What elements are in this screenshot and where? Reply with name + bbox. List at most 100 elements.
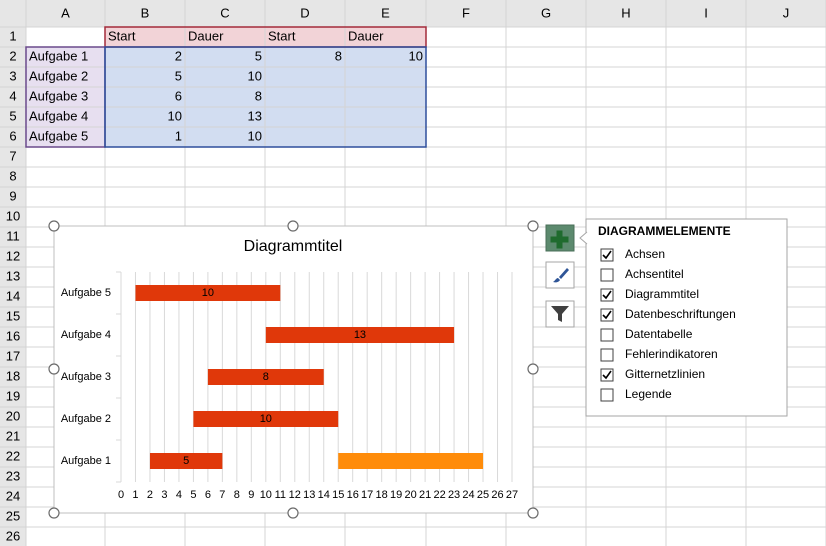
data-label: 10 <box>260 413 272 425</box>
cell-number[interactable]: 6 <box>175 88 182 103</box>
cell-number[interactable]: 5 <box>255 48 262 63</box>
bar[interactable] <box>207 369 324 385</box>
row-header: 19 <box>6 388 20 403</box>
row-header: 9 <box>9 188 16 203</box>
row-header: 14 <box>6 288 20 303</box>
x-tick-label: 14 <box>318 489 330 501</box>
cell-number[interactable]: 10 <box>168 108 182 123</box>
brush-icon <box>553 268 569 283</box>
column-header: J <box>783 5 790 20</box>
cell-highlight <box>26 127 105 147</box>
row-header: 16 <box>6 328 20 343</box>
panel-item-label[interactable]: Datentabelle <box>625 327 693 341</box>
cell-number[interactable]: 10 <box>248 128 262 143</box>
panel-item-label[interactable]: Achsen <box>625 247 665 261</box>
cell-text[interactable]: Dauer <box>188 28 224 43</box>
bar[interactable] <box>149 453 223 469</box>
panel-title: DIAGRAMMELEMENTE <box>598 224 731 238</box>
x-tick-label: 7 <box>219 489 225 501</box>
x-tick-label: 27 <box>506 489 518 501</box>
category-label: Aufgabe 3 <box>61 371 111 383</box>
x-tick-label: 11 <box>275 489 286 501</box>
row-header: 26 <box>6 528 20 543</box>
cell-number[interactable]: 13 <box>248 108 262 123</box>
checkbox[interactable] <box>600 368 614 382</box>
checkbox[interactable] <box>600 268 614 282</box>
bar[interactable] <box>135 285 281 301</box>
cell-number[interactable]: 5 <box>175 68 182 83</box>
row-header: 20 <box>6 408 20 423</box>
cell-text[interactable]: Aufgabe 5 <box>29 128 88 143</box>
row-header: 22 <box>6 448 20 463</box>
resize-handle[interactable] <box>527 507 539 519</box>
resize-handle[interactable] <box>48 363 60 375</box>
panel-item-label[interactable]: Fehlerindikatoren <box>625 347 718 361</box>
column-header: C <box>220 5 229 20</box>
checkbox[interactable] <box>600 388 614 402</box>
cell-number[interactable]: 2 <box>175 48 182 63</box>
cell-number[interactable]: 10 <box>409 48 423 63</box>
column-header: D <box>300 5 309 20</box>
column-header: F <box>462 5 470 20</box>
cell-text[interactable]: Aufgabe 4 <box>29 108 88 123</box>
cell-text[interactable]: Start <box>268 28 296 43</box>
x-tick-label: 6 <box>205 489 211 501</box>
x-tick-label: 26 <box>491 489 503 501</box>
resize-handle[interactable] <box>48 507 60 519</box>
cell-highlight <box>26 87 105 107</box>
cell-number[interactable]: 8 <box>255 88 262 103</box>
panel-pointer <box>579 231 588 245</box>
x-tick-label: 19 <box>390 489 402 501</box>
cell-highlight <box>265 67 345 87</box>
cell-text[interactable]: Dauer <box>348 28 384 43</box>
x-tick-label: 21 <box>419 489 431 501</box>
checkbox[interactable] <box>600 308 614 322</box>
bar[interactable] <box>265 327 455 343</box>
panel-item-label[interactable]: Datenbeschriftungen <box>625 307 736 321</box>
category-label: Aufgabe 1 <box>61 455 111 467</box>
cell-highlight <box>105 27 185 47</box>
row-header: 24 <box>6 488 20 503</box>
cell-highlight <box>185 67 265 87</box>
checkbox[interactable] <box>600 288 614 302</box>
checkbox[interactable] <box>600 248 614 262</box>
x-tick-label: 9 <box>248 489 254 501</box>
cell-text[interactable]: Aufgabe 2 <box>29 68 88 83</box>
x-tick-label: 5 <box>190 489 196 501</box>
checkbox[interactable] <box>600 348 614 362</box>
cell-highlight <box>265 127 345 147</box>
cell-text[interactable]: Aufgabe 3 <box>29 88 88 103</box>
panel-item-label[interactable]: Diagrammtitel <box>625 287 699 301</box>
panel-item-label[interactable]: Achsentitel <box>625 267 684 281</box>
column-header-bar <box>0 0 826 27</box>
bar[interactable] <box>338 453 484 469</box>
panel-item-label[interactable]: Legende <box>625 387 672 401</box>
resize-handle[interactable] <box>527 220 539 232</box>
data-label: 13 <box>354 329 366 341</box>
data-label: 5 <box>183 455 189 467</box>
resize-handle[interactable] <box>287 220 299 232</box>
checkbox[interactable] <box>600 328 614 342</box>
x-tick-label: 17 <box>361 489 373 501</box>
chart-styles-button[interactable] <box>545 261 575 289</box>
cell-text[interactable]: Start <box>108 28 136 43</box>
data-label: 10 <box>202 287 214 299</box>
x-tick-label: 20 <box>405 489 417 501</box>
resize-handle[interactable] <box>48 220 60 232</box>
cell-number[interactable]: 1 <box>175 128 182 143</box>
resize-handle[interactable] <box>527 363 539 375</box>
checkmark <box>602 290 612 300</box>
row-header: 11 <box>6 228 20 243</box>
bar[interactable] <box>193 411 339 427</box>
cell-number[interactable]: 10 <box>248 68 262 83</box>
x-tick-label: 25 <box>477 489 489 501</box>
x-tick-label: 12 <box>289 489 301 501</box>
cell-highlight <box>105 67 185 87</box>
panel-item-label[interactable]: Gitternetzlinien <box>625 367 705 381</box>
x-tick-label: 4 <box>176 489 182 501</box>
resize-handle[interactable] <box>287 507 299 519</box>
cell-number[interactable]: 8 <box>335 48 342 63</box>
cell-text[interactable]: Aufgabe 1 <box>29 48 88 63</box>
x-tick-label: 0 <box>118 489 124 501</box>
